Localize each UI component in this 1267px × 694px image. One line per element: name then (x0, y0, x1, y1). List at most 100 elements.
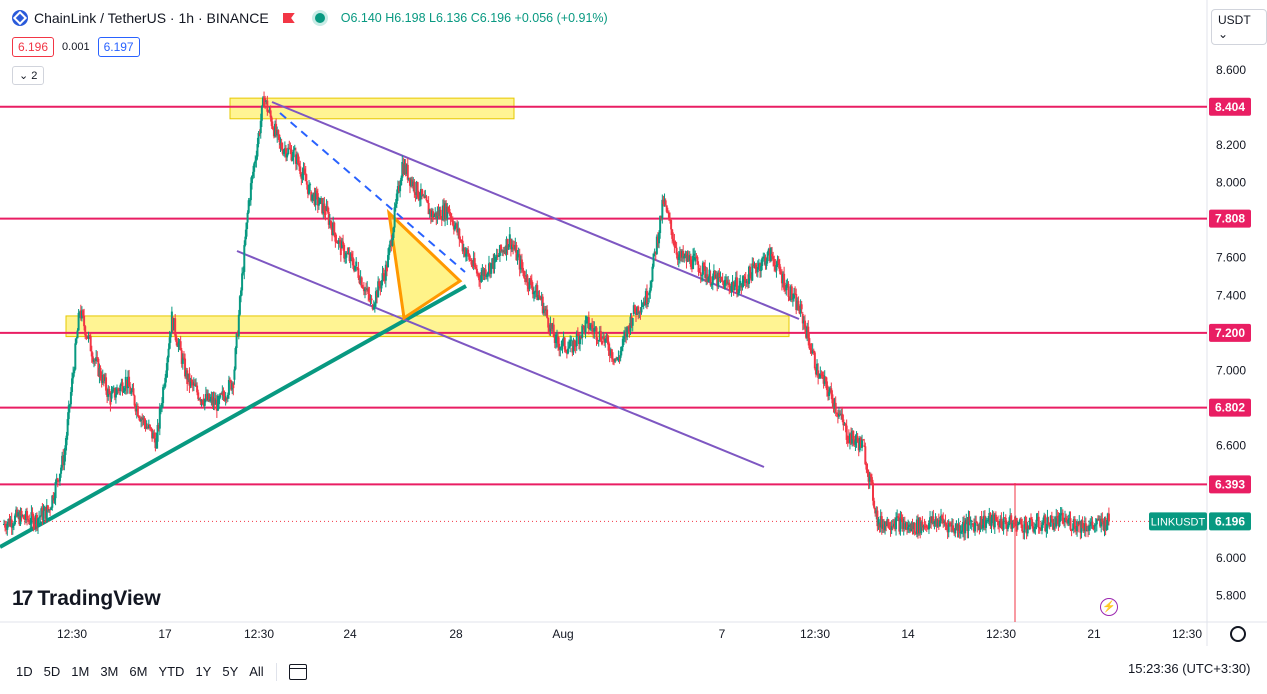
candle-body (952, 525, 955, 531)
range-button-ytd[interactable]: YTD (158, 664, 185, 679)
candle-body (839, 413, 842, 416)
candle-body (1032, 526, 1035, 532)
candle-body (727, 282, 730, 284)
candle-body (398, 186, 400, 192)
range-button-1d[interactable]: 1D (16, 664, 33, 679)
candle-body (75, 338, 78, 344)
candle-body (161, 403, 163, 408)
range-button-3m[interactable]: 3M (100, 664, 119, 679)
buy-price-button[interactable]: 6.197 (97, 37, 140, 57)
candle-body (288, 147, 291, 149)
candle-body (882, 524, 885, 531)
candle-body (301, 173, 304, 179)
tradingview-logo[interactable]: 17 TradingView (12, 587, 161, 611)
candle-body (292, 149, 295, 158)
range-button-1y[interactable]: 1Y (195, 664, 212, 679)
candle-body (134, 405, 137, 412)
settings-icon[interactable] (1230, 626, 1246, 642)
candle-body (337, 239, 340, 244)
change-value: +0.056 (+0.91%) (514, 11, 608, 25)
candle-body (100, 378, 103, 383)
sell-price-button[interactable]: 6.196 (12, 37, 55, 57)
indicators-toggle[interactable]: ⌄ 2 (12, 66, 45, 85)
candle-body (286, 153, 289, 158)
candle-body (1065, 517, 1068, 521)
candle-body (877, 519, 880, 527)
candle-body (435, 212, 438, 219)
candle-body (819, 373, 822, 378)
candle-body (390, 240, 393, 246)
candle-body (1062, 520, 1065, 523)
candle-body (926, 527, 929, 530)
candle-body (23, 519, 26, 521)
lightning-icon[interactable]: ⚡ (1100, 598, 1118, 616)
candle-body (1049, 515, 1052, 527)
candle-body (65, 435, 68, 446)
candle-body (491, 258, 494, 264)
candle-body (618, 357, 621, 359)
candle-body (898, 517, 901, 532)
range-button-1m[interactable]: 1M (71, 664, 90, 679)
candle-body (91, 356, 94, 362)
candle-body (909, 528, 912, 532)
candle-body (31, 512, 34, 517)
candle-body (193, 383, 196, 387)
level-price-label: 8.404 (1215, 100, 1245, 114)
calendar-icon[interactable] (288, 663, 307, 680)
candle-body (846, 439, 849, 444)
candle-body (402, 163, 405, 174)
candle-body (299, 166, 302, 174)
candle-body (627, 326, 630, 328)
candle-body (3, 523, 5, 525)
candle-body (693, 253, 696, 256)
brand-name: TradingView (37, 587, 161, 610)
candle-body (955, 523, 958, 529)
candle-body (51, 495, 54, 508)
candle-body (176, 341, 179, 347)
candle-body (830, 388, 833, 395)
symbol-title[interactable]: ChainLink / TetherUS · 1h · BINANCE (34, 10, 269, 26)
currency-select[interactable]: USDT ⌄ (1211, 9, 1267, 45)
candle-body (1016, 524, 1019, 526)
candle-body (185, 370, 188, 377)
candle-body (766, 252, 769, 262)
candle-body (1053, 523, 1056, 530)
flag-icon[interactable] (282, 13, 295, 23)
candle-body (72, 373, 75, 379)
candle-body (218, 397, 221, 405)
candle-body (16, 509, 19, 517)
candles-group (3, 91, 1110, 541)
candle-body (547, 317, 550, 328)
market-status-icon[interactable] (314, 13, 325, 23)
candle-body (347, 253, 350, 255)
candle-body (506, 238, 509, 250)
candle-body (475, 268, 478, 274)
candle-body (745, 281, 748, 284)
candle-body (256, 144, 259, 157)
candle-body (459, 239, 462, 241)
candle-body (643, 301, 646, 305)
candle-body (906, 522, 909, 530)
candle-body (107, 389, 110, 397)
candle-body (69, 391, 72, 405)
range-button-5d[interactable]: 5D (43, 664, 61, 679)
candle-body (660, 215, 663, 219)
candle-body (985, 520, 988, 528)
candle-body (633, 305, 636, 313)
candle-body (263, 97, 266, 107)
candle-body (842, 419, 845, 426)
candle-body (1038, 527, 1041, 530)
candle-body (868, 474, 871, 482)
range-button-6m[interactable]: 6M (129, 664, 148, 679)
range-button-all[interactable]: All (249, 664, 264, 679)
candle-body (674, 246, 677, 248)
range-button-5y[interactable]: 5Y (222, 664, 239, 679)
candle-body (380, 280, 383, 289)
timezone-clock[interactable]: 15:23:36 (UTC+3:30) (1128, 661, 1251, 676)
candle-body (611, 358, 614, 360)
candle-body (549, 323, 552, 332)
candle-body (594, 327, 597, 329)
candle-body (669, 217, 672, 221)
